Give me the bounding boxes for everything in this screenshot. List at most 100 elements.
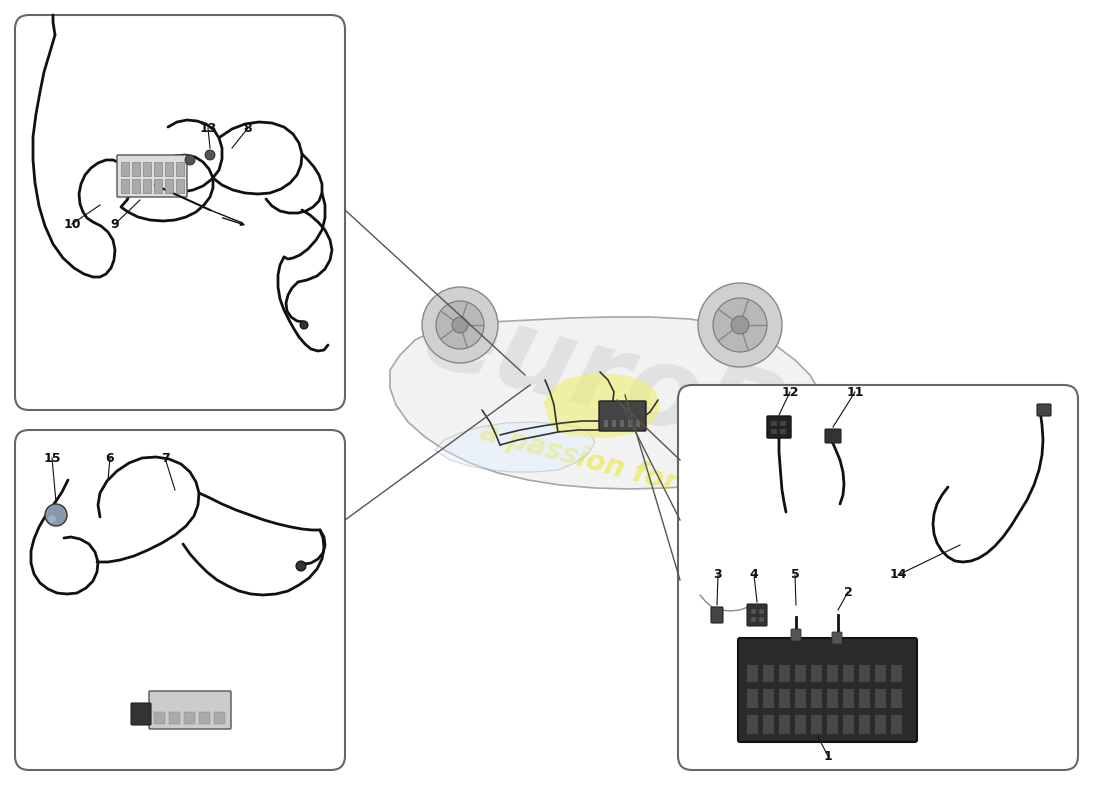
FancyBboxPatch shape (767, 416, 791, 438)
Text: 3: 3 (714, 569, 723, 582)
Text: 4: 4 (749, 569, 758, 582)
FancyBboxPatch shape (832, 632, 842, 644)
Bar (826, 714, 838, 734)
Bar (746, 664, 758, 682)
Text: 8: 8 (244, 122, 252, 134)
Bar (780, 429, 786, 434)
FancyBboxPatch shape (15, 430, 345, 770)
FancyBboxPatch shape (600, 401, 646, 431)
Polygon shape (733, 430, 800, 480)
Bar (890, 664, 902, 682)
Bar (810, 714, 822, 734)
Bar (154, 712, 165, 724)
Bar (826, 688, 838, 708)
Bar (874, 664, 886, 682)
Bar (810, 688, 822, 708)
Bar (199, 712, 210, 724)
Bar (169, 712, 180, 724)
Bar (751, 617, 756, 622)
Bar (610, 419, 616, 427)
FancyBboxPatch shape (15, 15, 345, 410)
Polygon shape (544, 373, 660, 438)
Circle shape (422, 287, 498, 363)
Bar (780, 421, 786, 426)
Circle shape (300, 321, 308, 329)
Bar (143, 179, 151, 193)
Bar (143, 162, 151, 176)
Bar (759, 609, 764, 614)
Circle shape (185, 155, 195, 165)
Circle shape (698, 283, 782, 367)
Bar (890, 688, 902, 708)
Bar (635, 419, 640, 427)
Circle shape (48, 515, 56, 523)
Bar (890, 714, 902, 734)
Bar (751, 609, 756, 614)
Text: 9: 9 (111, 218, 119, 230)
Bar (842, 688, 854, 708)
Bar (762, 688, 774, 708)
Circle shape (452, 317, 468, 333)
Bar (858, 664, 870, 682)
Bar (121, 162, 129, 176)
FancyBboxPatch shape (131, 703, 151, 725)
Bar (794, 714, 806, 734)
Text: 10: 10 (64, 218, 80, 230)
Text: 1: 1 (824, 750, 833, 762)
Bar (746, 714, 758, 734)
Circle shape (713, 298, 767, 352)
Circle shape (732, 316, 749, 334)
Bar (778, 664, 790, 682)
Bar (762, 714, 774, 734)
Text: 12: 12 (781, 386, 799, 398)
Circle shape (436, 301, 484, 349)
Bar (619, 419, 624, 427)
FancyBboxPatch shape (825, 429, 842, 443)
Bar (132, 162, 140, 176)
Bar (874, 688, 886, 708)
Bar (184, 712, 195, 724)
FancyBboxPatch shape (117, 155, 187, 197)
Text: 7: 7 (161, 451, 169, 465)
Bar (759, 617, 764, 622)
Text: 5: 5 (791, 569, 800, 582)
Text: 2: 2 (844, 586, 852, 598)
Bar (858, 688, 870, 708)
Bar (778, 688, 790, 708)
Bar (762, 664, 774, 682)
Text: 13: 13 (199, 122, 217, 134)
Text: 11: 11 (846, 386, 864, 398)
Bar (794, 664, 806, 682)
Bar (603, 419, 608, 427)
Bar (627, 419, 632, 427)
Bar (810, 664, 822, 682)
FancyBboxPatch shape (791, 629, 801, 641)
Circle shape (205, 150, 214, 160)
Bar (842, 664, 854, 682)
Text: 6: 6 (106, 451, 114, 465)
Bar (121, 179, 129, 193)
Text: 15: 15 (43, 451, 60, 465)
Bar (842, 714, 854, 734)
Polygon shape (434, 422, 595, 472)
FancyBboxPatch shape (148, 691, 231, 729)
Circle shape (45, 504, 67, 526)
Bar (746, 688, 758, 708)
Bar (858, 714, 870, 734)
Bar (176, 162, 184, 176)
Bar (874, 714, 886, 734)
FancyBboxPatch shape (711, 607, 723, 623)
Bar (165, 179, 173, 193)
Bar (154, 162, 162, 176)
Text: euroParts: euroParts (412, 279, 1028, 541)
Bar (154, 179, 162, 193)
FancyBboxPatch shape (747, 604, 767, 626)
Bar (176, 179, 184, 193)
FancyBboxPatch shape (738, 638, 917, 742)
Polygon shape (390, 317, 825, 489)
Bar (826, 664, 838, 682)
Text: a passion for cars since 1985: a passion for cars since 1985 (476, 418, 924, 562)
FancyBboxPatch shape (678, 385, 1078, 770)
Bar (771, 429, 777, 434)
Bar (165, 162, 173, 176)
